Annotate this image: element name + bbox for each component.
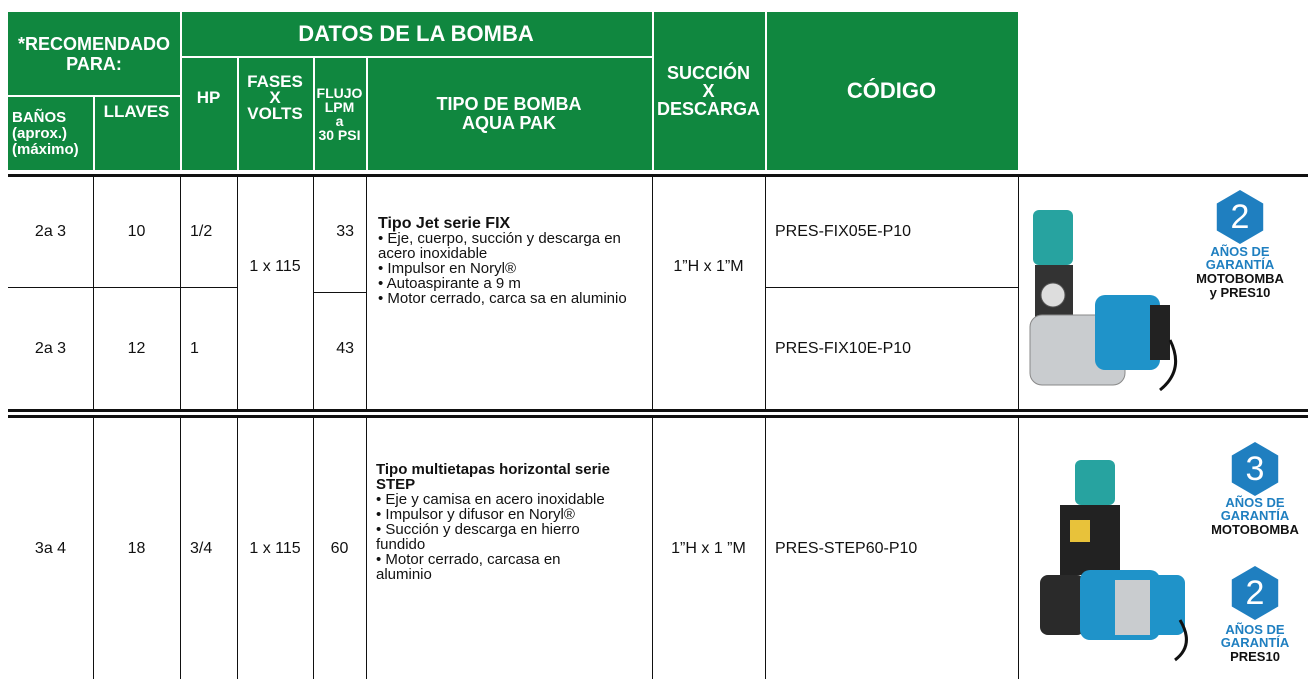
rule <box>652 12 654 170</box>
pump-image <box>1029 210 1178 392</box>
warranty-covers: MOTOBOMBA <box>1211 522 1299 537</box>
tipo-bullet: • Impulsor y difusor en Noryl® <box>376 506 575 523</box>
rule <box>93 95 95 170</box>
rule <box>366 177 367 409</box>
rule <box>8 287 237 288</box>
rule <box>313 418 314 679</box>
cell-flujo: 43 <box>336 339 354 357</box>
warranty-covers: PRES10 <box>1230 649 1280 664</box>
header-codigo: CÓDIGO <box>846 78 937 103</box>
cell-tipo: Tipo Jet serie FIX • Eje, cuerpo, succió… <box>378 215 643 307</box>
rule <box>1018 418 1019 679</box>
tipo-bullet: • Motor cerrado, carca sa en aluminio <box>378 290 627 307</box>
cell-flujo: 33 <box>336 223 354 240</box>
header-tipo: TIPO DE BOMBA AQUA PAK <box>436 94 582 133</box>
tipo-bullet: • Motor cerrado, carcasa en aluminio <box>376 551 561 583</box>
cell-fases: 1 x 115 <box>249 539 301 557</box>
tipo-bullet: • Succión y descarga en hierro fundido <box>376 521 580 553</box>
header-pump-data: DATOS DE LA BOMBA <box>298 21 534 46</box>
cell-codigo: PRES-FIX05E-P10 <box>775 223 912 240</box>
cell-tipo: Tipo multietapas horizontal serie STEP •… <box>376 462 616 582</box>
tipo-bullet: • Eje y camisa en acero inoxidable <box>376 491 605 508</box>
warranty-years: 2 <box>1231 566 1279 620</box>
rule <box>8 415 1308 418</box>
rule <box>366 56 368 170</box>
warranty-label: AÑOS DE GARANTÍA <box>1205 244 1275 272</box>
header-bg <box>8 12 1018 170</box>
rule <box>765 418 766 679</box>
warranty-covers: MOTOBOMBA y PRES10 <box>1196 271 1284 300</box>
cell-fases: 1 x 115 <box>249 258 301 275</box>
rule <box>180 56 652 58</box>
warranty-years: 3 <box>1231 442 1279 496</box>
cell-codigo: PRES-STEP60-P10 <box>775 539 918 557</box>
header-succion: SUCCIÓN X DESCARGA <box>656 63 760 119</box>
tipo-bullet: • Impulsor en Noryl® <box>378 260 517 277</box>
cell-codigo: PRES-FIX10E-P10 <box>775 339 912 357</box>
cell-banos: 2a 3 <box>34 339 67 357</box>
tipo-title: Tipo multietapas horizontal serie STEP <box>376 461 610 493</box>
header-llaves: LLAVES <box>103 102 170 121</box>
rule <box>313 177 314 409</box>
cell-hp: 1 <box>190 339 199 357</box>
warranty-label: AÑOS DE GARANTÍA <box>1220 622 1290 650</box>
tipo-bullet: • Eje, cuerpo, succión y descarga en ace… <box>378 230 621 262</box>
rule <box>1018 177 1019 409</box>
rule <box>8 409 1308 412</box>
rule <box>313 292 366 293</box>
cell-succion: 1”H x 1”M <box>673 258 744 275</box>
cell-llaves: 10 <box>127 223 146 240</box>
warranty-label: AÑOS DE GARANTÍA <box>1220 495 1290 523</box>
cell-hp: 3/4 <box>190 539 213 557</box>
rule <box>237 56 239 170</box>
warranty-years: 2 <box>1216 190 1264 244</box>
rule <box>93 418 94 679</box>
rule <box>765 12 767 170</box>
rule <box>366 418 367 679</box>
rule <box>180 177 181 409</box>
rule <box>652 177 653 409</box>
rule <box>237 177 238 409</box>
rule <box>652 418 653 679</box>
rule <box>765 177 766 409</box>
rule <box>765 287 1018 288</box>
cell-flujo: 60 <box>330 539 349 557</box>
rule <box>180 12 182 170</box>
tipo-bullet: • Autoaspirante a 9 m <box>378 275 521 292</box>
cell-banos: 2a 3 <box>34 223 67 240</box>
cell-succion: 1”H x 1 ”M <box>671 539 746 557</box>
rule <box>180 418 181 679</box>
header-fases: FASES X VOLTS <box>247 72 303 123</box>
header-flujo: FLUJO LPM a 30 PSI <box>316 85 363 143</box>
pump-image <box>1040 460 1188 662</box>
header-banos: BAÑOS (aprox.) (máximo) <box>12 108 79 158</box>
cell-hp: 1/2 <box>190 223 213 240</box>
header-recommended: *RECOMENDADO PARA: <box>17 34 170 74</box>
cell-llaves: 18 <box>127 539 146 557</box>
cell-llaves: 12 <box>127 339 146 357</box>
cell-banos: 3a 4 <box>34 539 67 557</box>
rule <box>313 56 315 170</box>
header-hp: HP <box>196 88 221 107</box>
tipo-title: Tipo Jet serie FIX <box>378 215 511 232</box>
rule <box>8 174 1308 177</box>
rule <box>93 177 94 409</box>
rule <box>237 418 238 679</box>
